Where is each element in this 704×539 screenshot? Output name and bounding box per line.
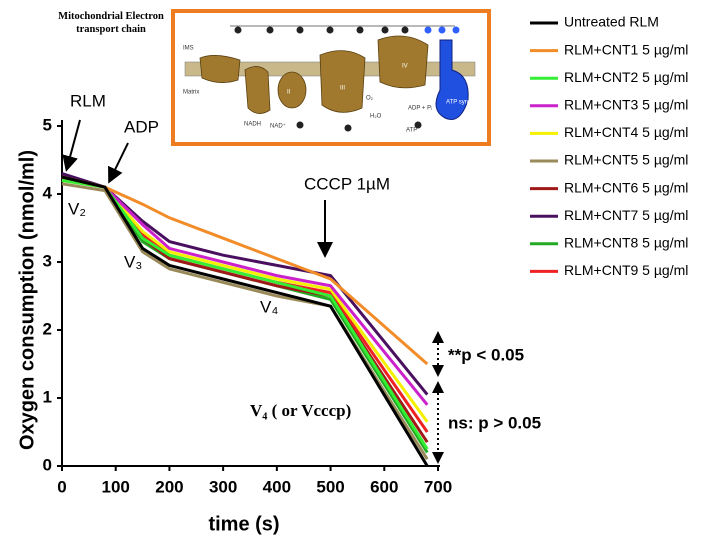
annotation: V₃: [124, 252, 142, 271]
legend-label: Untreated RLM: [564, 14, 659, 30]
y-axis-label: Oxygen consumption (nmol/ml): [16, 150, 38, 450]
y-tick-label: 4: [43, 183, 53, 202]
adp-arrow: [108, 142, 129, 184]
legend-label: RLM+CNT9 5 µg/ml: [564, 262, 688, 278]
legend-label: RLM+CNT7 5 µg/ml: [564, 207, 688, 223]
series-line: [61, 182, 429, 461]
protons-blue: [424, 26, 460, 34]
legend-label: RLM+CNT4 5 µg/ml: [564, 124, 688, 140]
x-tick-label: 700: [424, 477, 452, 496]
rlm-arrow: [62, 119, 81, 172]
x-tick-label: 100: [102, 477, 130, 496]
series-line: [61, 175, 429, 444]
inset-label: III: [340, 86, 345, 92]
legend-label: RLM+CNT5 5 µg/ml: [564, 152, 688, 168]
inset: [171, 9, 491, 146]
inset-label: H₂O: [370, 114, 382, 120]
inset-label: NAD⁺: [270, 123, 286, 130]
series-line: [61, 175, 429, 366]
x-tick-label: 200: [155, 477, 183, 496]
inset-label: IV: [402, 64, 408, 70]
x-tick-label: 500: [316, 477, 344, 496]
annotation: ns: p > 0.05: [448, 413, 541, 432]
inset-label: O₂: [366, 96, 374, 102]
legend-label: RLM+CNT6 5 µg/ml: [564, 179, 688, 195]
x-tick-label: 600: [370, 477, 398, 496]
legend-label: RLM+CNT1 5 µg/ml: [564, 41, 688, 57]
series-line: [61, 178, 429, 423]
inset-label: ATP: [406, 128, 417, 134]
series-line: [61, 175, 429, 433]
x-tick-label: 0: [57, 477, 66, 496]
inset-label: IMS: [183, 46, 194, 52]
x-tick-label: 400: [263, 477, 291, 496]
annotation: V₄: [260, 297, 278, 316]
inset-label: ATP synthase: [446, 100, 483, 106]
x-axis-label: time (s): [208, 513, 279, 535]
y-tick-label: 0: [43, 455, 52, 474]
y-tick-label: 1: [43, 387, 52, 406]
annotation: V₄ ( or Vcccp): [250, 401, 351, 420]
annotation: ADP: [124, 117, 159, 136]
y-tick-label: 3: [43, 251, 52, 270]
series-line: [61, 175, 429, 467]
inset-label: II: [287, 90, 291, 96]
protons: [234, 26, 422, 132]
annotation: CCCP 1µM: [304, 174, 390, 193]
legend-label: RLM+CNT3 5 µg/ml: [564, 97, 688, 113]
legend-label: RLM+CNT2 5 µg/ml: [564, 69, 688, 85]
atp-synthase-shape: [435, 39, 469, 120]
inset-label: ADP + Pᵢ: [408, 106, 432, 112]
y-tick-label: 5: [43, 115, 52, 134]
y-tick-label: 2: [43, 319, 52, 338]
x-tick-label: 300: [209, 477, 237, 496]
inset-label: NADH: [244, 122, 261, 128]
inset-label: Matrix: [183, 90, 199, 96]
annotation: **p < 0.05: [448, 345, 524, 364]
annotation: RLM: [70, 91, 106, 110]
complexes: [199, 35, 429, 114]
inset-title: Mitochondrial Electron transport chain: [58, 11, 164, 35]
annotation: V₂: [68, 199, 86, 218]
legend-label: RLM+CNT8 5 µg/ml: [564, 235, 688, 251]
